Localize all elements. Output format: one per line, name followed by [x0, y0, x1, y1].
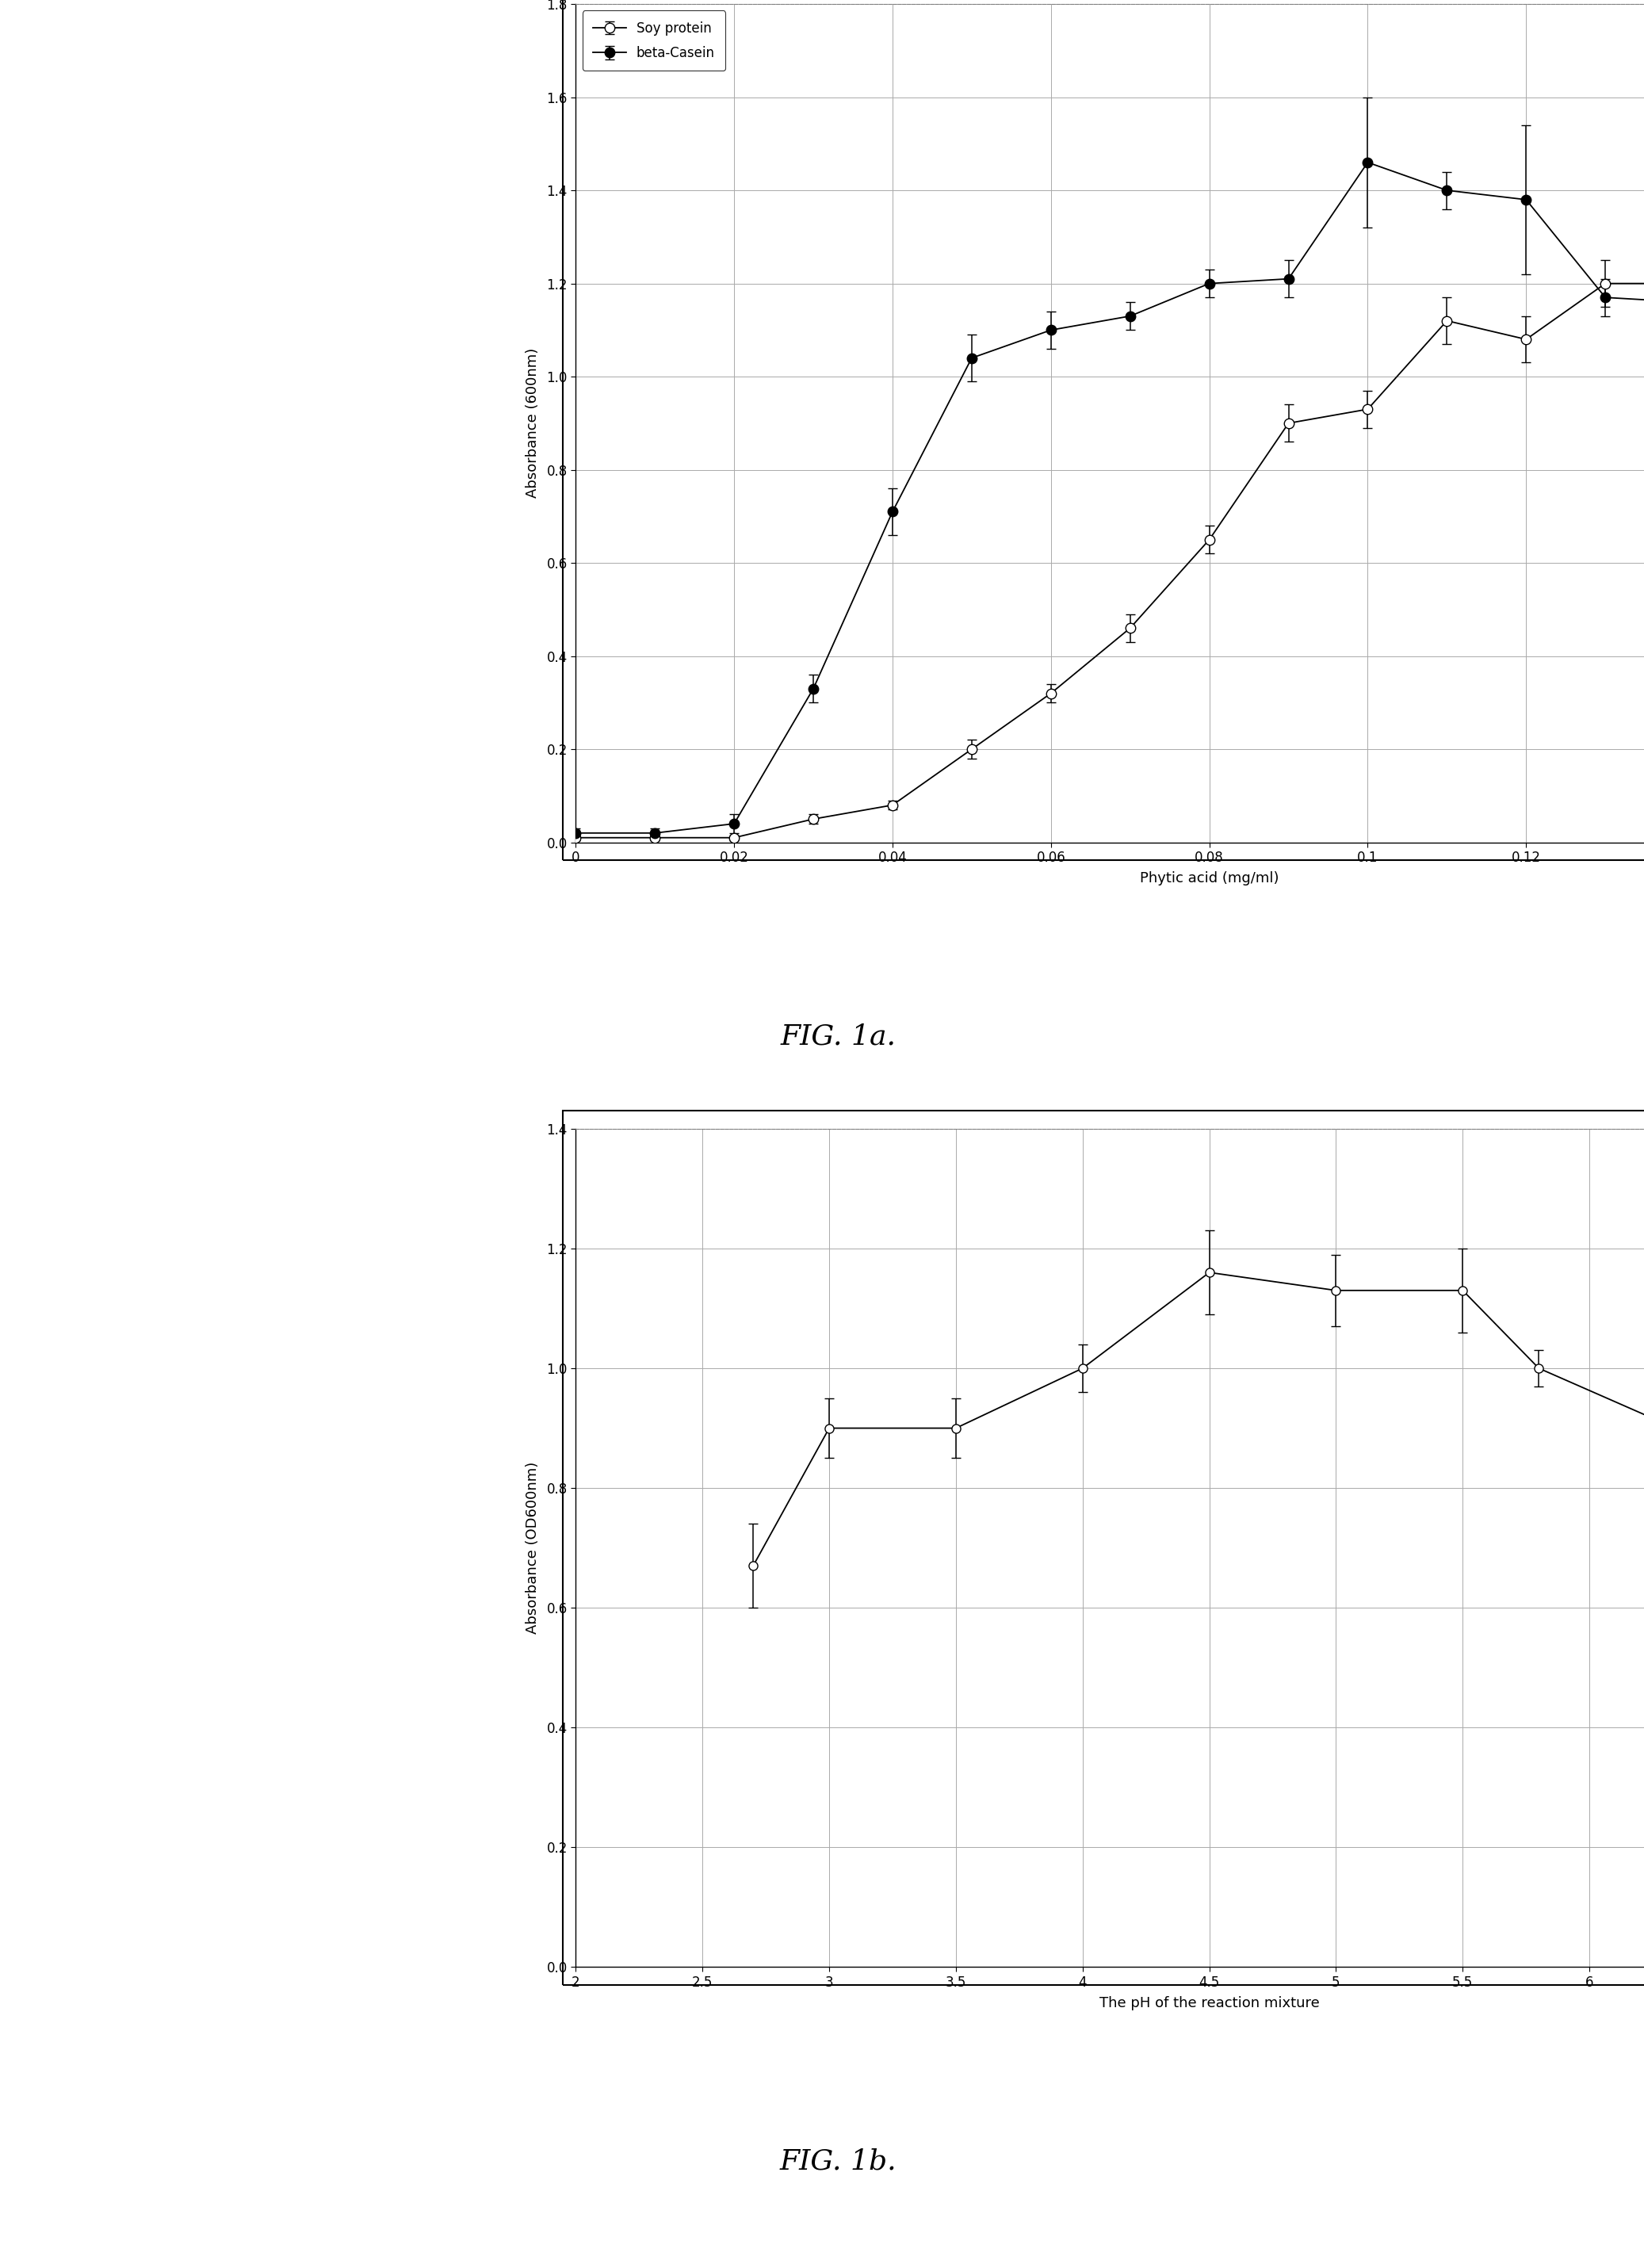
X-axis label: Phytic acid (mg/ml): Phytic acid (mg/ml)	[1139, 871, 1279, 887]
Text: FIG. 1b.: FIG. 1b.	[779, 2148, 898, 2175]
Text: FIG. 1a.: FIG. 1a.	[781, 1023, 896, 1050]
Y-axis label: Absorbance (OD600nm): Absorbance (OD600nm)	[526, 1463, 539, 1633]
Legend: Soy protein, beta-Casein: Soy protein, beta-Casein	[582, 11, 725, 70]
Y-axis label: Absorbance (600nm): Absorbance (600nm)	[526, 349, 539, 499]
X-axis label: The pH of the reaction mixture: The pH of the reaction mixture	[1100, 1996, 1320, 2009]
